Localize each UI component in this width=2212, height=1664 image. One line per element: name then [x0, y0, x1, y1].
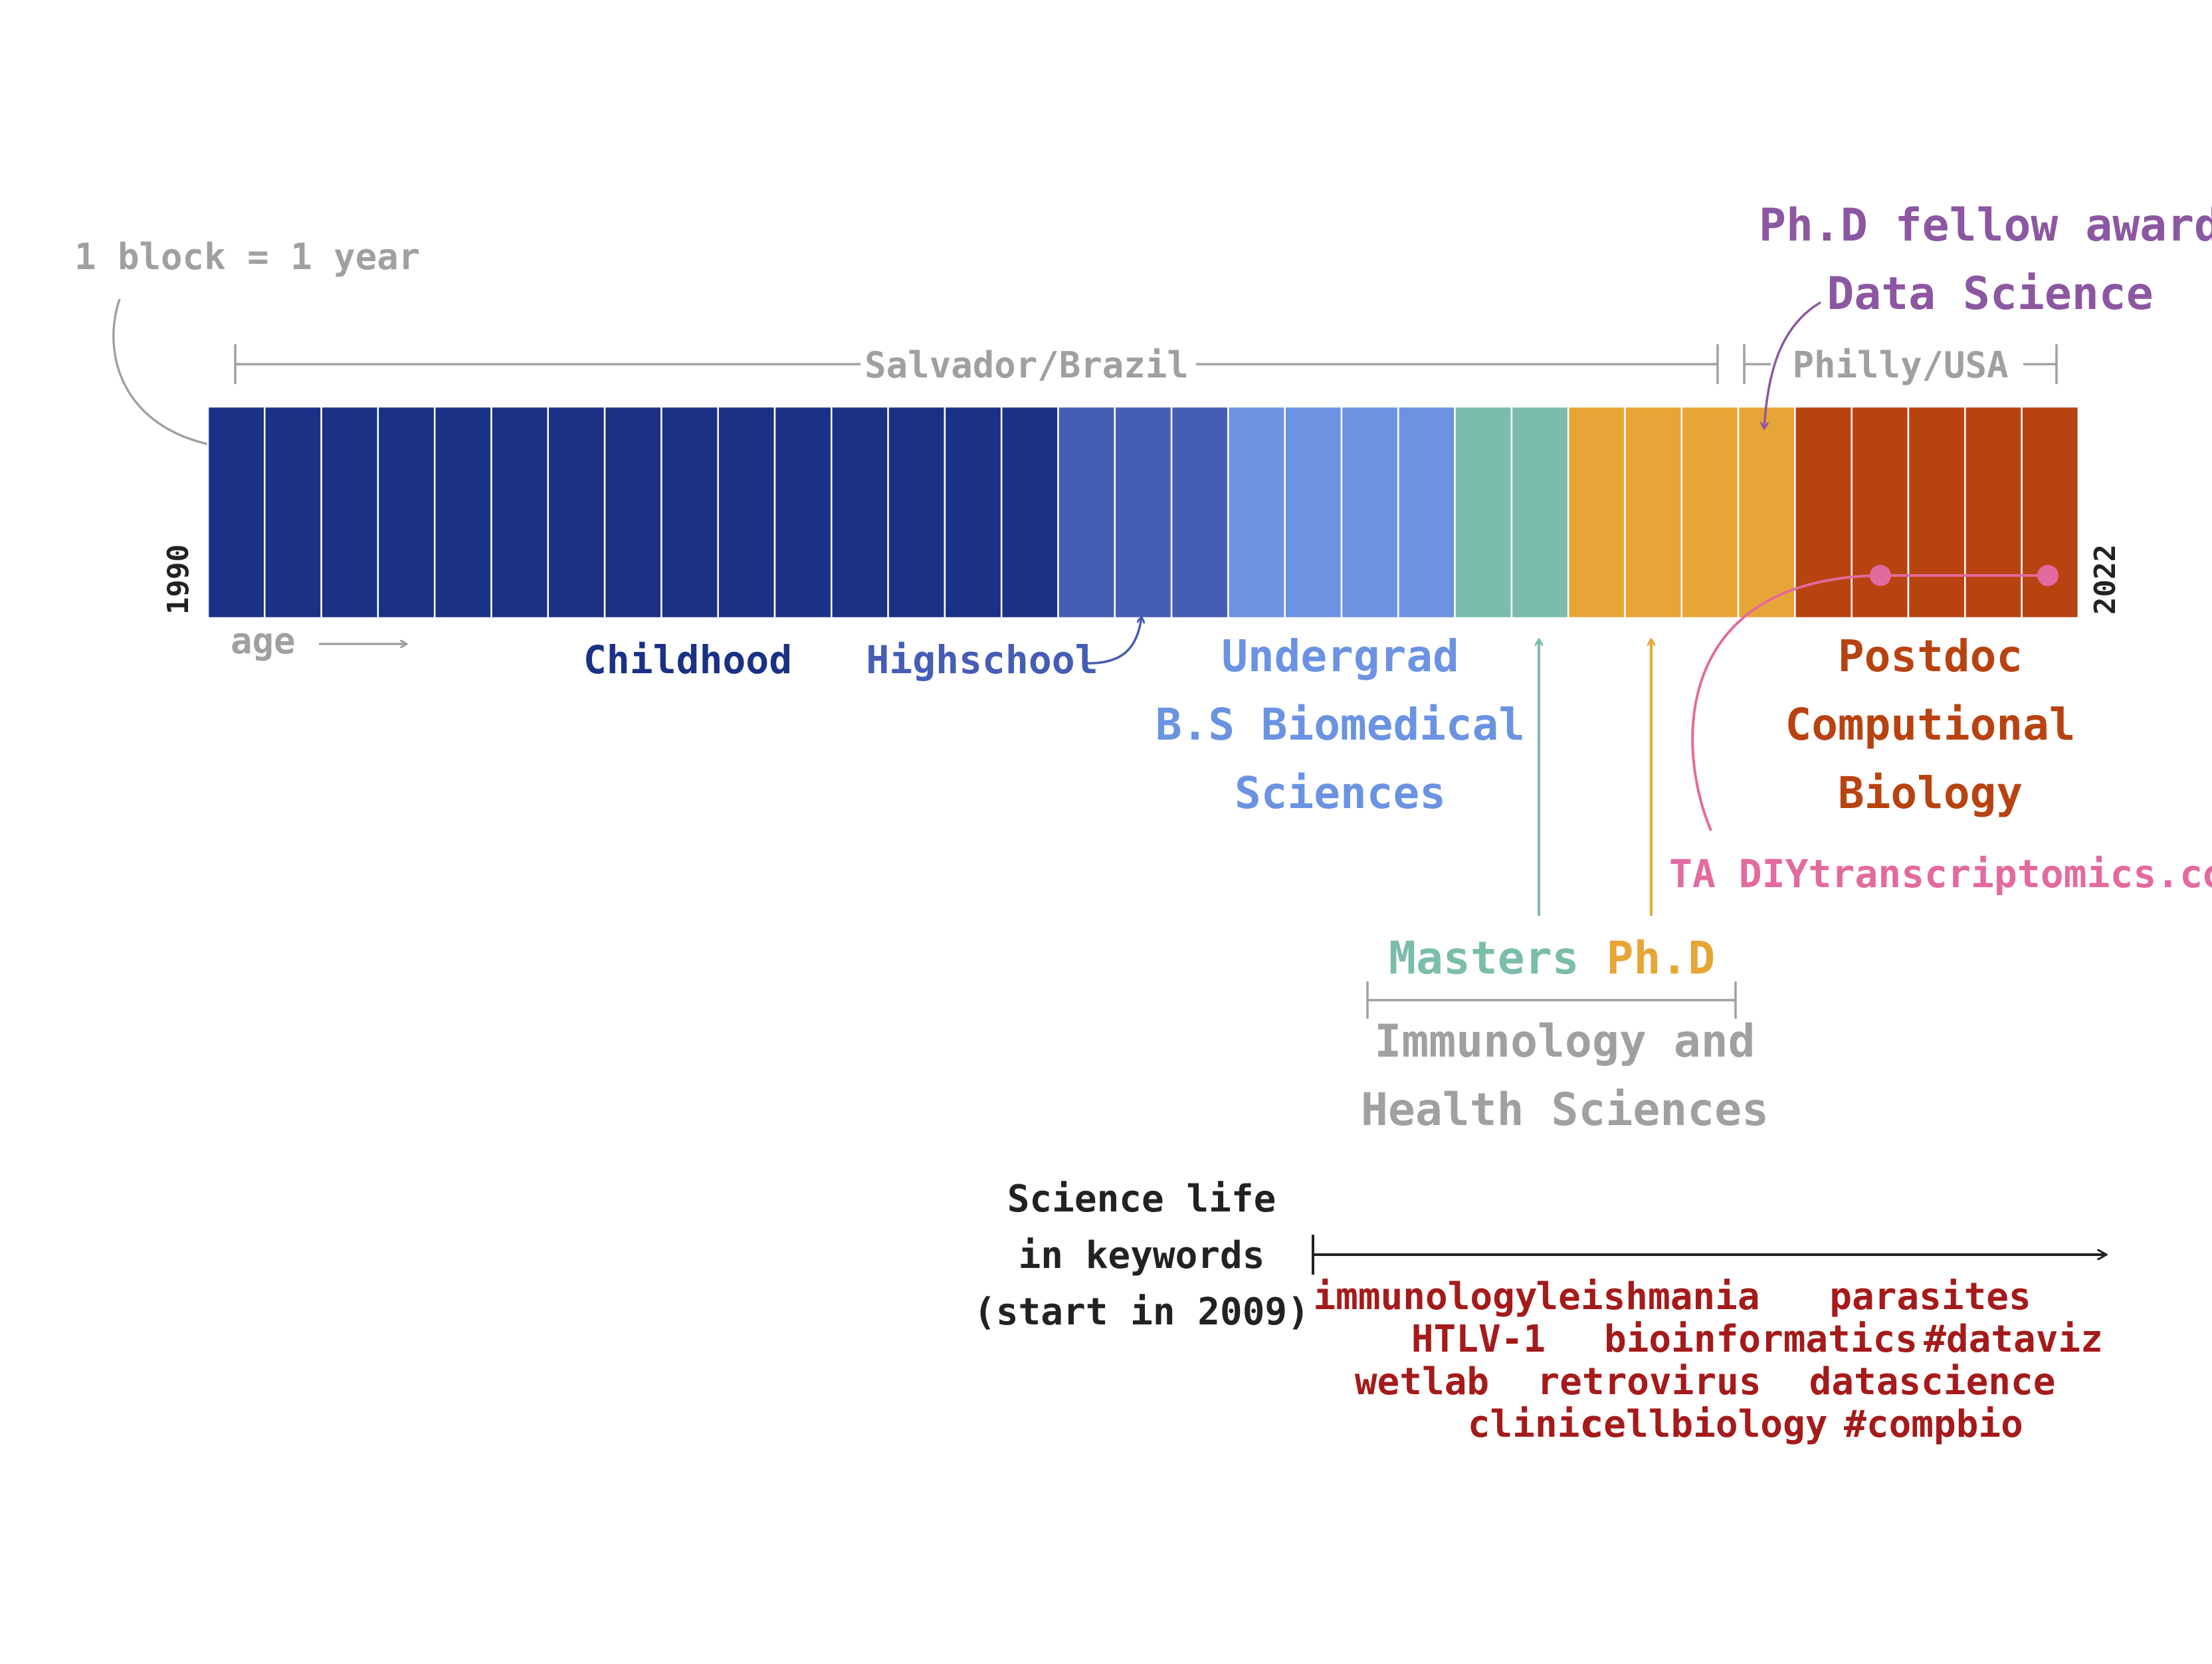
year-block-postdoc [1907, 405, 1966, 619]
keyword: datascience [1809, 1360, 2056, 1404]
keyword: #compbio [1844, 1403, 2023, 1446]
year-block-childhood [377, 405, 436, 619]
childhood-label: Childhood [583, 637, 792, 682]
ta-connector [1691, 574, 2048, 831]
svg-text:in keywords: in keywords [1019, 1234, 1265, 1277]
year-block-childhood [773, 405, 833, 619]
year-block-masters [1510, 405, 1569, 619]
postdoc-label: Postdoc Computional Biology [1785, 631, 2075, 819]
scale-note: 1 block = 1 year [74, 236, 420, 278]
end-year: 2022 [2088, 544, 2122, 615]
keyword: #dataviz [1924, 1318, 2103, 1361]
year-block-undergrad [1340, 405, 1399, 619]
location-label-brazil: Salvador/Brazil [864, 344, 1189, 386]
year-block-undergrad [1397, 405, 1456, 619]
ta-point-start [1870, 565, 1891, 586]
year-block-childhood [944, 405, 1003, 619]
year-block-childhood [1000, 405, 1059, 619]
grad-program-bracket [1366, 982, 1737, 1019]
location-bracket-brazil [234, 344, 1719, 384]
award-arrow [1764, 301, 1821, 429]
keyword: wetlab [1355, 1360, 1489, 1404]
ta-label: TA DIYtranscriptomics.com [1669, 851, 2212, 896]
svg-text:Biology: Biology [1838, 768, 2023, 819]
year-block-postdoc [2021, 405, 2080, 619]
year-block-phd [1737, 405, 1796, 619]
keyword: clinic [1468, 1403, 1602, 1446]
ta-point-end [2037, 565, 2059, 586]
year-block-phd [1567, 405, 1626, 619]
masters-label: Masters [1389, 932, 1579, 985]
year-block-childhood [603, 405, 662, 619]
year-block-childhood [660, 405, 719, 619]
year-block-childhood [547, 405, 606, 619]
year-blocks [207, 405, 2080, 619]
svg-text:Undergrad: Undergrad [1221, 631, 1459, 682]
year-block-postdoc [1851, 405, 1910, 619]
svg-text:B.S Biomedical: B.S Biomedical [1156, 699, 1525, 750]
start-year: 1990 [161, 544, 195, 615]
scale-note-arrow [112, 298, 236, 449]
svg-text:Health Sciences: Health Sciences [1361, 1084, 1769, 1136]
location-bracket-usa [1743, 344, 2058, 384]
phd-label: Ph.D [1607, 932, 1716, 985]
keywords-title: Science life in keywords (start in 2009) [973, 1178, 1310, 1334]
age-label: age [231, 620, 296, 662]
keyword: retrovirus [1537, 1360, 1761, 1404]
year-block-masters [1454, 405, 1513, 619]
keyword: HTLV-1 [1411, 1318, 1546, 1361]
svg-text:Computional: Computional [1785, 699, 2075, 750]
year-block-childhood [264, 405, 322, 619]
year-block-undergrad [1284, 405, 1343, 619]
svg-text:Postdoc: Postdoc [1838, 631, 2023, 682]
undergrad-label: Undergrad B.S Biomedical Sciences [1156, 631, 1525, 819]
year-block-childhood [433, 405, 492, 619]
keyword: bioinformatics [1604, 1318, 1918, 1361]
svg-text:Immunology and: Immunology and [1374, 1015, 1755, 1068]
year-block-postdoc [1964, 405, 2023, 619]
keyword: leishmania [1536, 1275, 1760, 1318]
highschool-arrow [1084, 617, 1142, 665]
keyword: cellbiology [1581, 1403, 1828, 1446]
svg-text:(start in 2009): (start in 2009) [973, 1291, 1310, 1334]
keywords-list: immunology leishmania parasites HTLV-1 b… [1313, 1275, 2102, 1446]
svg-text:Ph.D fellow award: Ph.D fellow award [1759, 199, 2212, 252]
year-block-highschool [1170, 405, 1229, 619]
location-label-usa: Philly/USA [1792, 344, 2008, 386]
year-block-childhood [207, 405, 266, 619]
year-block-highschool [1057, 405, 1116, 619]
svg-text:Data Science: Data Science [1827, 268, 2153, 320]
year-block-childhood [490, 405, 550, 619]
grad-degrees-label: Masters Ph.D [1389, 932, 1715, 985]
year-block-childhood [831, 405, 889, 619]
year-block-childhood [887, 405, 946, 619]
svg-text:Sciences: Sciences [1235, 768, 1446, 819]
keyword: immunology [1313, 1275, 1537, 1318]
year-block-childhood [320, 405, 379, 619]
highschool-label: Highschool [866, 637, 1098, 682]
year-block-highschool [1114, 405, 1173, 619]
year-block-postdoc [1794, 405, 1853, 619]
year-block-phd [1680, 405, 1740, 619]
grad-program-label: Immunology and Health Sciences [1361, 1015, 1769, 1136]
phd-fellow-award-label: Ph.D fellow award Data Science [1759, 199, 2212, 320]
svg-text:Science life: Science life [1007, 1178, 1276, 1221]
keyword: parasites [1829, 1275, 2031, 1318]
year-block-childhood [717, 405, 776, 619]
year-block-undergrad [1227, 405, 1286, 619]
year-block-phd [1624, 405, 1683, 619]
